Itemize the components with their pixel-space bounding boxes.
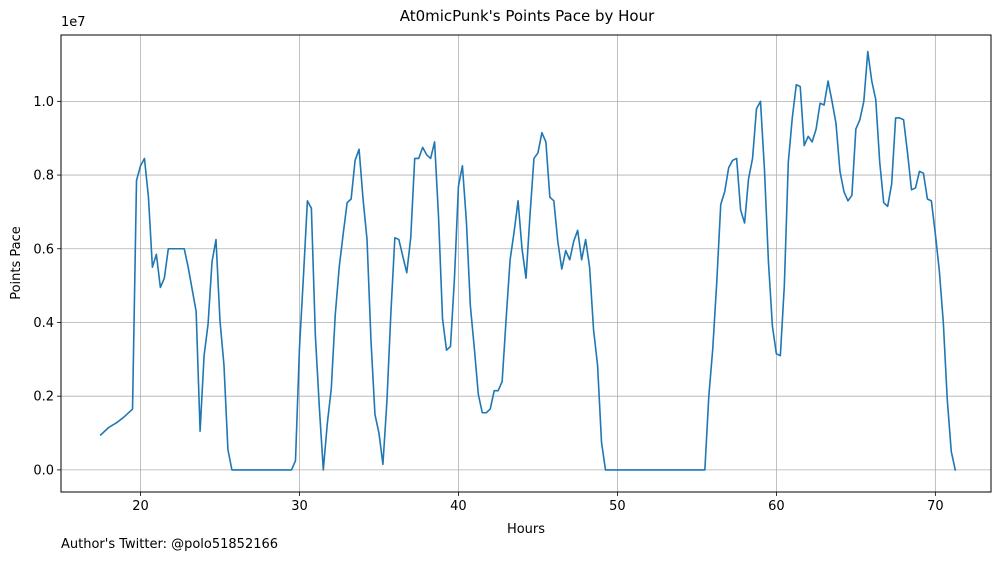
y-tick-label: 0.2 xyxy=(33,390,54,405)
plot-frame xyxy=(60,34,992,493)
y-tick-label: 1.0 xyxy=(33,95,54,110)
y-tick-label: 0.8 xyxy=(33,169,54,184)
author-credit: Author's Twitter: @polo51852166 xyxy=(61,537,279,552)
y-axis-label: Points Pace xyxy=(9,226,24,300)
x-axis-label: Hours xyxy=(507,522,545,537)
y-tick-label: 0.4 xyxy=(33,316,54,331)
y-tick-label: 0.6 xyxy=(33,242,54,257)
y-tick-label: 0.0 xyxy=(33,463,54,478)
x-tick-label: 70 xyxy=(927,499,944,514)
ticks: 20 30 40 50 60 70 0.0 0.2 0.4 0.6 0.8 1.0 xyxy=(33,95,943,514)
y-offset-label: 1e7 xyxy=(61,15,86,30)
series-line xyxy=(99,50,957,471)
series-line-layer xyxy=(99,50,957,471)
x-tick-label: 30 xyxy=(291,499,308,514)
grid xyxy=(61,35,991,492)
x-tick-label: 40 xyxy=(450,499,467,514)
x-tick-label: 60 xyxy=(768,499,785,514)
x-tick-label: 50 xyxy=(609,499,626,514)
x-tick-label: 20 xyxy=(132,499,149,514)
chart-title: At0micPunk's Points Pace by Hour xyxy=(400,7,655,25)
